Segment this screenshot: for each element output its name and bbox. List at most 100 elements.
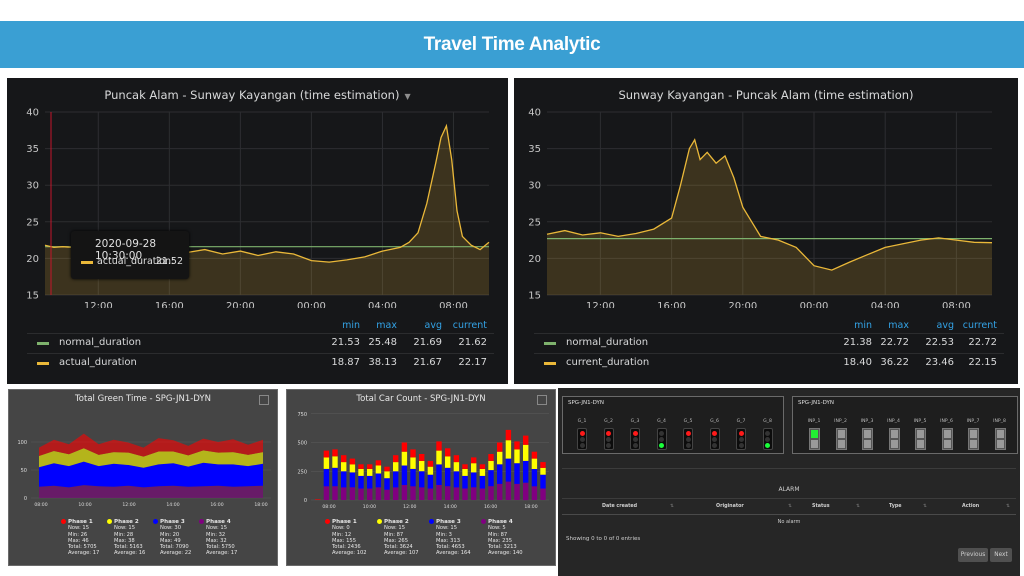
x-tick-label: 12:00 xyxy=(586,301,615,308)
legend-header-avg[interactable]: avg xyxy=(936,320,954,331)
signal-lamp xyxy=(606,436,611,442)
input-indicator[interactable]: INP_2 xyxy=(834,419,847,450)
previous-button[interactable]: Previous xyxy=(958,548,988,562)
column-type[interactable]: Type xyxy=(889,504,902,509)
legend-row-actual[interactable]: actual_duration 18.87 38.13 21.67 22.17 xyxy=(27,353,494,373)
legend-header-min[interactable]: min xyxy=(342,320,360,331)
phase-legend-item[interactable]: Phase 1 Now: 0 Min: 12 Max: 155 Total: 2436 A… xyxy=(325,519,367,557)
input-indicator[interactable]: INP_3 xyxy=(861,419,873,450)
legend-header-min[interactable]: min xyxy=(854,320,872,331)
input-segment xyxy=(837,430,845,438)
input-indicator[interactable]: INP_1 xyxy=(808,419,820,450)
signal-group[interactable]: G_4 xyxy=(656,419,667,450)
legend-row-normal[interactable]: normal_duration 21.38 22.72 22.53 22.72 xyxy=(534,333,1004,353)
x-tick-label: 16:00 xyxy=(155,301,184,308)
phase-legend-item[interactable]: Phase 3 Now: 15 Min: 3 Max: 313 Total: 4653 A… xyxy=(429,519,471,557)
bar-segment xyxy=(358,469,364,476)
column-action[interactable]: Action xyxy=(962,504,980,509)
bar-segment xyxy=(453,487,460,500)
bar-segment xyxy=(540,488,546,500)
traffic-light-icon xyxy=(577,428,587,450)
signal-group[interactable]: G_2 xyxy=(603,419,614,450)
phase-legend-item[interactable]: Phase 2 Now: 15 Min: 28 Max: 38 Total: 5163 A… xyxy=(107,519,145,557)
input-indicator[interactable]: INP_5 xyxy=(914,419,926,450)
column-originator[interactable]: Originator xyxy=(716,504,744,509)
bar-segment xyxy=(349,458,356,465)
legend-row-normal[interactable]: normal_duration 21.53 25.48 21.69 21.62 xyxy=(27,333,494,353)
input-indicator[interactable]: INP_8 xyxy=(993,419,1006,450)
panel-title[interactable]: Puncak Alam - Sunway Kayangan (time esti… xyxy=(104,88,411,102)
signal-group[interactable]: G_7 xyxy=(736,419,746,450)
phase-stat: Average: 17 xyxy=(68,550,100,557)
signal-group[interactable]: G_3 xyxy=(630,419,640,450)
column-date-created[interactable]: Date created xyxy=(602,504,638,509)
phase-name: Phase 3 xyxy=(429,519,471,525)
car-count-panel: Total Car Count - SPG-JN1-DYN 750 500 250 0… xyxy=(286,389,556,566)
sort-icon[interactable]: ⇅ xyxy=(670,504,674,509)
bar-segment xyxy=(375,473,382,488)
legend-avg: 23.46 xyxy=(925,357,954,368)
expand-icon[interactable] xyxy=(259,395,269,405)
x-tick-label: 10:00 xyxy=(363,504,376,508)
x-tick-label: 16:00 xyxy=(484,504,497,508)
header-banner: Travel Time Analytic xyxy=(0,21,1024,68)
legend-current: 22.72 xyxy=(968,337,997,348)
signal-group[interactable]: G_1 xyxy=(577,419,587,450)
expand-icon[interactable] xyxy=(537,395,547,405)
y-tick-label: 30 xyxy=(26,181,39,192)
signal-lamp xyxy=(738,430,744,436)
column-status[interactable]: Status xyxy=(812,504,830,509)
legend-swatch xyxy=(544,362,556,365)
legend-min: 18.87 xyxy=(331,357,360,368)
legend-max: 25.48 xyxy=(368,337,397,348)
sort-icon[interactable]: ⇅ xyxy=(1006,504,1010,509)
chevron-down-icon[interactable]: ▼ xyxy=(404,92,411,101)
signal-group[interactable]: G_8 xyxy=(762,419,773,450)
bar-segment xyxy=(315,499,321,500)
legend-header-current[interactable]: current xyxy=(962,320,997,331)
sort-icon[interactable]: ⇅ xyxy=(788,504,792,509)
input-indicator[interactable]: INP_7 xyxy=(967,419,979,450)
phase-stat: Average: 16 xyxy=(114,550,146,557)
phase-stat: Now: 30 xyxy=(160,525,182,532)
phase-legend-item[interactable]: Phase 4 Now: 5 Min: 87 Max: 235 Total: 3213 A… xyxy=(481,519,523,557)
bar-segment xyxy=(323,457,330,469)
panel-title: Total Car Count - SPG-JN1-DYN xyxy=(356,394,486,404)
bar-segment xyxy=(523,460,529,483)
phase-stat: Average: 17 xyxy=(206,550,238,557)
bar-segment xyxy=(497,442,503,452)
legend-header-current[interactable]: current xyxy=(452,320,487,331)
bar-segment xyxy=(427,488,434,500)
bar-segment xyxy=(427,466,434,475)
bar-segment xyxy=(540,467,546,475)
tooltip-time: 2020-09-28 10:30:00 xyxy=(95,238,157,262)
sort-icon[interactable]: ⇅ xyxy=(856,504,860,509)
legend-header-max[interactable]: max xyxy=(888,320,909,331)
signal-group[interactable]: G_5 xyxy=(683,419,693,450)
next-button[interactable]: Next xyxy=(990,548,1012,562)
phase-legend-item[interactable]: Phase 2 Now: 15 Min: 87 Max: 265 Total: 3624… xyxy=(377,519,419,557)
x-tick-label: 08:00 xyxy=(942,301,971,308)
legend-header-max[interactable]: max xyxy=(376,320,397,331)
sort-icon[interactable]: ⇅ xyxy=(923,504,927,509)
y-tick-label: 25 xyxy=(528,217,541,228)
legend-row-current[interactable]: current_duration 18.40 36.22 23.46 22.15 xyxy=(534,353,1004,373)
bar-segment xyxy=(471,457,477,464)
input-switch-icon xyxy=(968,428,979,450)
phase-legend-item[interactable]: Phase 1 Now: 15 Min: 26 Max: 46 Total: 5705 A… xyxy=(61,519,99,557)
phase-stat: Min: 87 xyxy=(488,531,508,538)
signal-group[interactable]: G_6 xyxy=(709,419,720,450)
input-indicator[interactable]: INP_4 xyxy=(887,419,900,450)
legend-series-name: normal_duration xyxy=(59,337,142,348)
bar-segment xyxy=(436,485,442,500)
traffic-light-icon xyxy=(656,428,667,450)
phase-legend-item[interactable]: Phase 4 Now: 15 Min: 32 Max: 32 Total: 5750 A… xyxy=(199,519,237,557)
bar-segment xyxy=(419,454,425,461)
panel-title[interactable]: Sunway Kayangan - Puncak Alam (time esti… xyxy=(618,88,914,102)
bar-segment xyxy=(453,462,460,472)
legend-swatch xyxy=(37,362,49,365)
phase-legend-item[interactable]: Phase 3 Now: 30 Min: 20 Max: 49 Total: 7090 A… xyxy=(153,519,191,557)
input-indicator[interactable]: INP_6 xyxy=(940,419,953,450)
phase-label: Phase 3 xyxy=(160,519,185,525)
legend-header-avg[interactable]: avg xyxy=(424,320,442,331)
